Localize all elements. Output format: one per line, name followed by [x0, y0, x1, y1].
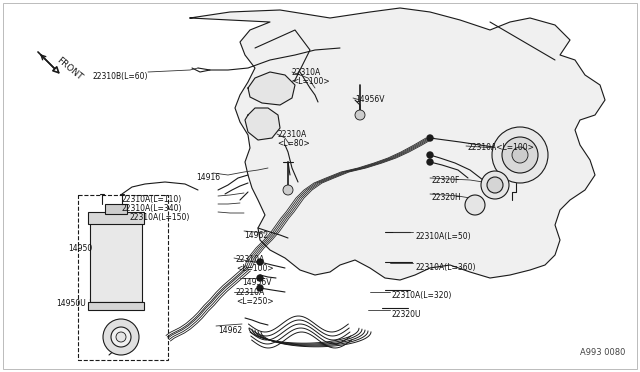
Bar [88, 212, 144, 224]
Text: 14962: 14962 [244, 231, 268, 240]
Circle shape [492, 127, 548, 183]
Text: 22310A(L=50): 22310A(L=50) [415, 232, 470, 241]
Text: 22310A(L=360): 22310A(L=360) [415, 263, 476, 272]
Text: 14956V: 14956V [242, 278, 271, 287]
Bar [88, 302, 144, 310]
Text: 22320H: 22320H [432, 193, 461, 202]
Text: 14916: 14916 [196, 173, 220, 182]
Text: 14950: 14950 [68, 244, 92, 253]
Circle shape [487, 177, 503, 193]
Text: A993 0080: A993 0080 [580, 348, 625, 357]
Text: 22310A: 22310A [292, 68, 321, 77]
Text: 22310A(L=110): 22310A(L=110) [122, 195, 182, 204]
Text: 14962: 14962 [218, 326, 242, 335]
Polygon shape [190, 8, 605, 280]
Text: 22310A: 22310A [236, 255, 265, 264]
Circle shape [111, 327, 131, 347]
Bar [105, 204, 127, 214]
Bar [90, 222, 142, 302]
Text: 22310B(L=60): 22310B(L=60) [93, 72, 148, 81]
Circle shape [481, 171, 509, 199]
Text: 22310A: 22310A [236, 288, 265, 297]
Polygon shape [248, 72, 295, 105]
Polygon shape [245, 108, 280, 140]
Circle shape [257, 275, 263, 281]
Text: 22310A(L=320): 22310A(L=320) [392, 291, 452, 300]
Circle shape [512, 147, 528, 163]
Text: <L=80>: <L=80> [277, 139, 310, 148]
Circle shape [116, 332, 126, 342]
Text: FRONT: FRONT [55, 55, 84, 82]
Circle shape [502, 137, 538, 173]
Circle shape [427, 152, 433, 158]
Circle shape [427, 135, 433, 141]
Circle shape [257, 285, 263, 291]
Text: 22310A(L=340): 22310A(L=340) [122, 204, 182, 213]
Circle shape [283, 185, 293, 195]
Circle shape [465, 195, 485, 215]
Text: <L=100>: <L=100> [236, 264, 274, 273]
Text: 14950U: 14950U [56, 299, 86, 308]
Text: 22320U: 22320U [392, 310, 422, 319]
Text: 14956V: 14956V [355, 95, 385, 104]
Text: 22310A(L=150): 22310A(L=150) [130, 213, 190, 222]
Text: <L=100>: <L=100> [292, 77, 330, 86]
Circle shape [355, 110, 365, 120]
Text: <L=250>: <L=250> [236, 297, 274, 306]
Text: 22310A<L=100>: 22310A<L=100> [468, 143, 535, 152]
Circle shape [427, 159, 433, 165]
Circle shape [257, 259, 263, 265]
Text: 22310A: 22310A [277, 130, 307, 139]
Text: 22320F: 22320F [432, 176, 460, 185]
Bar [78, 195, 168, 360]
Circle shape [103, 319, 139, 355]
